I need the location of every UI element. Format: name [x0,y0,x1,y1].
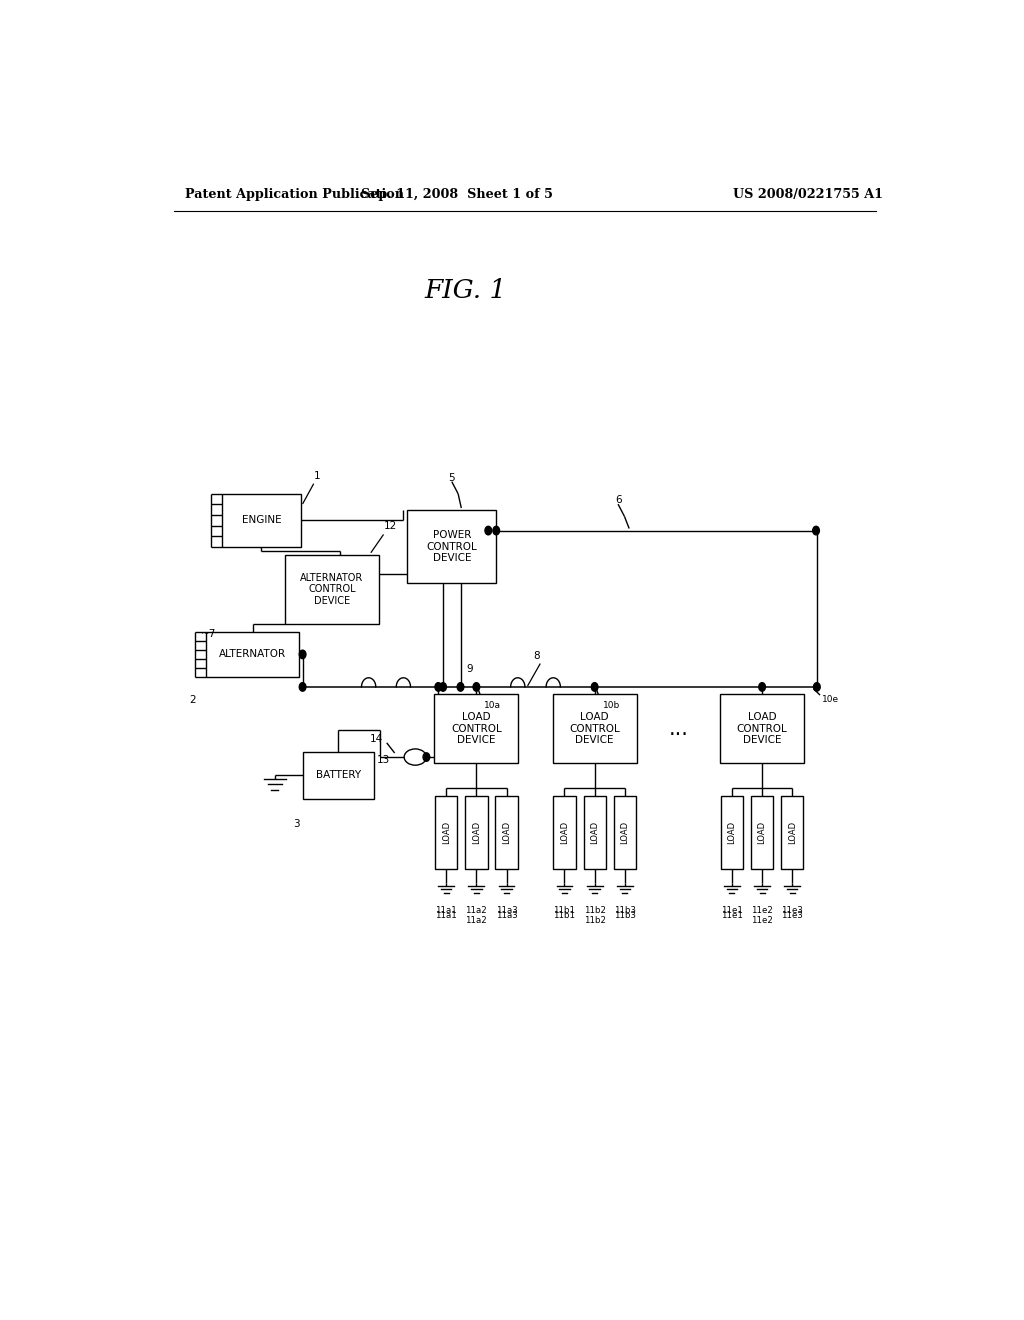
Ellipse shape [404,748,426,766]
Text: 11b1: 11b1 [554,907,575,916]
Text: 11e2: 11e2 [752,916,773,924]
Text: 11b2: 11b2 [584,916,605,924]
Circle shape [493,527,500,535]
FancyBboxPatch shape [751,796,773,869]
Text: 10e: 10e [821,694,839,704]
Text: 11a2: 11a2 [466,907,487,916]
Text: Patent Application Publication: Patent Application Publication [185,189,404,202]
Circle shape [759,682,765,692]
FancyBboxPatch shape [781,796,804,869]
Text: 11e2: 11e2 [752,907,773,916]
Circle shape [299,682,306,692]
Text: Sep. 11, 2008  Sheet 1 of 5: Sep. 11, 2008 Sheet 1 of 5 [361,189,553,202]
Text: ENGINE: ENGINE [242,515,282,525]
Text: 11a3: 11a3 [496,907,517,916]
Text: US 2008/0221755 A1: US 2008/0221755 A1 [733,189,883,202]
Text: 11a1: 11a1 [435,907,457,916]
Text: LOAD: LOAD [502,821,511,843]
Text: ~7: ~7 [201,630,216,639]
FancyBboxPatch shape [206,632,299,677]
Text: ALTERNATOR: ALTERNATOR [219,649,286,660]
Text: 2: 2 [189,696,196,705]
Text: 14: 14 [371,734,384,743]
Text: BATTERY: BATTERY [315,771,360,780]
Text: LOAD: LOAD [787,821,797,843]
Text: LOAD: LOAD [472,821,481,843]
Text: 11e1: 11e1 [721,911,742,920]
Text: ALTERNATOR
CONTROL
DEVICE: ALTERNATOR CONTROL DEVICE [300,573,364,606]
Text: 6: 6 [614,495,622,506]
Text: 11e3: 11e3 [781,907,803,916]
FancyBboxPatch shape [613,796,636,869]
Text: 11a1: 11a1 [435,911,457,920]
FancyBboxPatch shape [584,796,606,869]
Text: LOAD: LOAD [758,821,767,843]
Text: 11b2: 11b2 [584,907,605,916]
Text: 1: 1 [313,471,321,480]
Text: 8: 8 [534,651,541,660]
FancyBboxPatch shape [496,796,518,869]
Text: 11e3: 11e3 [781,911,803,920]
Text: 12: 12 [384,521,396,532]
Circle shape [457,682,464,692]
FancyBboxPatch shape [553,796,575,869]
Text: 10a: 10a [484,701,502,710]
Text: LOAD: LOAD [590,821,599,843]
FancyBboxPatch shape [465,796,487,869]
Text: LOAD
CONTROL
DEVICE: LOAD CONTROL DEVICE [736,711,787,746]
Text: LOAD: LOAD [441,821,451,843]
Circle shape [473,682,479,692]
FancyBboxPatch shape [553,694,637,763]
Text: FIG. 1: FIG. 1 [424,279,507,304]
Text: 10b: 10b [602,701,620,710]
Text: 3: 3 [293,818,300,829]
Text: 11b1: 11b1 [554,911,575,920]
Circle shape [591,682,598,692]
FancyBboxPatch shape [434,694,518,763]
Circle shape [813,527,819,535]
Text: 11e1: 11e1 [721,907,742,916]
FancyBboxPatch shape [408,510,497,583]
Circle shape [813,682,820,692]
Text: ...: ... [669,718,688,739]
Text: 11a2: 11a2 [466,916,487,924]
Text: 11b3: 11b3 [613,911,636,920]
Text: LOAD: LOAD [621,821,630,843]
Text: 9: 9 [466,664,472,673]
Text: 13: 13 [377,755,390,766]
Circle shape [485,527,492,535]
Text: LOAD
CONTROL
DEVICE: LOAD CONTROL DEVICE [451,711,502,746]
Text: POWER
CONTROL
DEVICE: POWER CONTROL DEVICE [426,531,477,564]
Circle shape [439,682,446,692]
FancyBboxPatch shape [285,554,379,624]
FancyBboxPatch shape [721,796,743,869]
Text: 5: 5 [449,473,455,483]
Text: 11b3: 11b3 [613,907,636,916]
Text: LOAD: LOAD [560,821,569,843]
Text: LOAD: LOAD [727,821,736,843]
Circle shape [299,651,306,659]
FancyBboxPatch shape [221,494,301,546]
FancyBboxPatch shape [303,752,374,799]
Text: LOAD
CONTROL
DEVICE: LOAD CONTROL DEVICE [569,711,620,746]
Circle shape [435,682,441,692]
Text: 11a3: 11a3 [496,911,517,920]
FancyBboxPatch shape [435,796,458,869]
FancyBboxPatch shape [720,694,804,763]
Circle shape [423,752,430,762]
